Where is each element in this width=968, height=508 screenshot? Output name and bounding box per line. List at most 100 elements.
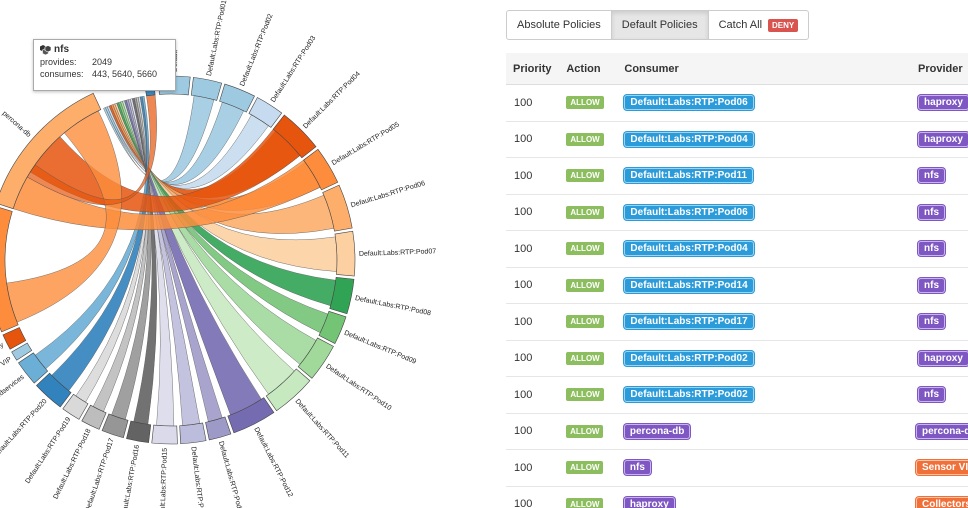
chord-arc[interactable]	[272, 114, 317, 159]
chord-segment-label: Default:Labs:RTP:Pod03	[270, 35, 317, 104]
chord-segment-label: Default:Labs:RTP:Pod13	[217, 440, 244, 508]
action-badge: ALLOW	[566, 132, 604, 146]
consumer-tag[interactable]: Default:Labs:RTP:Pod06	[624, 95, 754, 111]
consumer-tag[interactable]: Default:Labs:RTP:Pod06	[624, 204, 754, 220]
chord-arc[interactable]	[2, 327, 27, 350]
chord-arc[interactable]	[0, 206, 19, 333]
chord-segment-label: percona-db	[1, 110, 32, 139]
table-row[interactable]: 100 ALLOW Default:Labs:RTP:Pod04 haproxy	[506, 122, 968, 158]
chord-segment-label: Default:Labs:RTP:Pod10	[324, 363, 392, 412]
tooltip-consumes-value: 443, 5640, 5660	[92, 69, 158, 79]
chord-arc[interactable]	[248, 97, 283, 128]
chord-arc[interactable]	[18, 352, 49, 384]
tab-catch-all[interactable]: Catch All DENY	[707, 10, 810, 40]
provider-tag[interactable]: percona-db	[916, 423, 968, 439]
chord-arc[interactable]	[81, 404, 107, 430]
action-badge: ALLOW	[566, 351, 604, 365]
chord-arc[interactable]	[322, 184, 353, 232]
provider-tag[interactable]: haproxy	[918, 350, 968, 366]
chord-arc[interactable]	[62, 393, 89, 420]
chord-arc[interactable]	[151, 424, 178, 445]
chord-arc[interactable]	[126, 420, 152, 443]
table-row[interactable]: 100 ALLOW Default:Labs:RTP:Pod17 nfs	[506, 304, 968, 341]
chord-arc[interactable]	[329, 277, 355, 315]
provider-tag[interactable]: nfs	[918, 204, 946, 220]
consumer-tag[interactable]: Default:Labs:RTP:Pod04	[624, 241, 754, 257]
provider-tag[interactable]: Collectors	[916, 496, 968, 508]
chord-segment-label: Default:Labs:RTP:Pod02	[239, 13, 274, 87]
priority-cell: 100	[514, 498, 533, 508]
policy-table: Priority Action Consumer Provider 100 ALL…	[506, 53, 968, 508]
chord-arc[interactable]	[297, 337, 334, 379]
consumer-tag[interactable]: Default:Labs:RTP:Pod02	[624, 350, 754, 366]
tab-absolute-policies[interactable]: Absolute Policies	[506, 10, 612, 40]
action-badge: ALLOW	[566, 242, 604, 256]
provider-tag[interactable]: nfs	[918, 314, 946, 330]
chord-arc[interactable]	[179, 422, 207, 445]
chord-arc[interactable]	[227, 397, 275, 434]
deny-badge: DENY	[768, 18, 799, 32]
chord-arc[interactable]	[190, 77, 223, 101]
consumer-tag[interactable]: percona-db	[623, 423, 691, 439]
chord-segment-label: Default:Labs:RTP:Pod15	[159, 448, 169, 508]
tooltip-consumes-label: consumes:	[40, 69, 84, 79]
consumer-tag[interactable]: Default:Labs:RTP:Pod11	[624, 168, 754, 184]
table-row[interactable]: 100 ALLOW percona-db percona-db	[506, 414, 968, 450]
priority-cell: 100	[514, 352, 533, 365]
chord-diagram[interactable]: CollectorsDefaultDefault:Labs:RTP:Pod01D…	[0, 0, 490, 508]
provider-tag[interactable]: nfs	[918, 241, 946, 257]
provider-tag[interactable]: haproxy	[918, 131, 968, 147]
consumer-tag[interactable]: haproxy	[623, 496, 675, 508]
consumer-tag[interactable]: Default:Labs:RTP:Pod04	[624, 131, 754, 147]
node-tooltip: nfs provides: 2049 consumes: 443, 5640, …	[33, 39, 176, 91]
provider-tag[interactable]: haproxy	[918, 95, 968, 111]
chord-segment-label: Default:Labs:RTP:Pod14	[189, 446, 205, 508]
chord-arc[interactable]	[265, 368, 311, 412]
consumer-tag[interactable]: Default:Labs:RTP:Pod02	[624, 387, 754, 403]
chord-arc[interactable]	[11, 342, 33, 361]
chord-arc[interactable]	[303, 148, 339, 191]
chord-diagram-panel: CollectorsDefaultDefault:Labs:RTP:Pod01D…	[0, 0, 490, 508]
chord-segment-label: Default:Labs:RTP:Pod16	[120, 444, 141, 508]
chord-arc[interactable]	[101, 413, 129, 439]
provider-tag[interactable]: nfs	[918, 277, 946, 293]
header-consumer[interactable]: Consumer	[624, 62, 679, 75]
provider-tag[interactable]: nfs	[918, 168, 946, 184]
table-row[interactable]: 100 ALLOW Default:Labs:RTP:Pod04 nfs	[506, 231, 968, 268]
table-row[interactable]: 100 ALLOW nfs Sensor VIP	[506, 450, 968, 487]
priority-cell: 100	[514, 315, 533, 328]
chord-arc[interactable]	[334, 230, 356, 277]
header-action[interactable]: Action	[566, 62, 601, 75]
provider-tag[interactable]: nfs	[918, 387, 946, 403]
chord-segment-label: Default:Labs:RTP:Pod08	[354, 295, 431, 317]
action-badge: ALLOW	[566, 169, 604, 183]
chord-segment-label: Default:Labs:RTP:Pod11	[293, 398, 350, 460]
header-priority[interactable]: Priority	[513, 62, 552, 75]
table-row[interactable]: 100 ALLOW Default:Labs:RTP:Pod11 nfs	[506, 158, 968, 195]
chord-arc[interactable]	[36, 372, 72, 408]
consumer-tag[interactable]: nfs	[623, 460, 651, 476]
chord-arc[interactable]	[205, 416, 232, 441]
provider-tag[interactable]: Sensor VIP	[916, 460, 968, 476]
consumer-tag[interactable]: Default:Labs:RTP:Pod17	[624, 314, 754, 330]
header-provider[interactable]: Provider	[918, 62, 963, 75]
table-row[interactable]: 100 ALLOW Default:Labs:RTP:Pod06 nfs	[506, 195, 968, 231]
chord-arc[interactable]	[219, 83, 255, 113]
table-row[interactable]: 100 ALLOW Default:Labs:RTP:Pod06 haproxy	[506, 85, 968, 122]
tooltip-title: nfs	[54, 44, 69, 55]
consumer-tag[interactable]: Default:Labs:RTP:Pod14	[624, 277, 754, 293]
tooltip-provides-label: provides:	[40, 57, 77, 67]
tab-default-policies[interactable]: Default Policies	[610, 10, 709, 40]
chord-segment-label: Default:Labs:RTP:Pod12	[252, 426, 293, 498]
chord-arc[interactable]	[318, 310, 347, 344]
table-row[interactable]: 100 ALLOW Default:Labs:RTP:Pod02 haproxy	[506, 341, 968, 377]
chord-segment-label: Default:Labs:RTP:Pod20	[0, 398, 49, 460]
table-row[interactable]: 100 ALLOW Default:Labs:RTP:Pod02 nfs	[506, 377, 968, 414]
priority-cell: 100	[514, 425, 533, 438]
tab-label: Absolute Policies	[517, 19, 601, 31]
chord-arc[interactable]	[0, 92, 102, 210]
table-row[interactable]: 100 ALLOW haproxy Collectors	[506, 487, 968, 508]
chord-segment-label: Default:Labs:RTP:Pod04	[302, 71, 362, 131]
table-row[interactable]: 100 ALLOW Default:Labs:RTP:Pod14 nfs	[506, 268, 968, 304]
